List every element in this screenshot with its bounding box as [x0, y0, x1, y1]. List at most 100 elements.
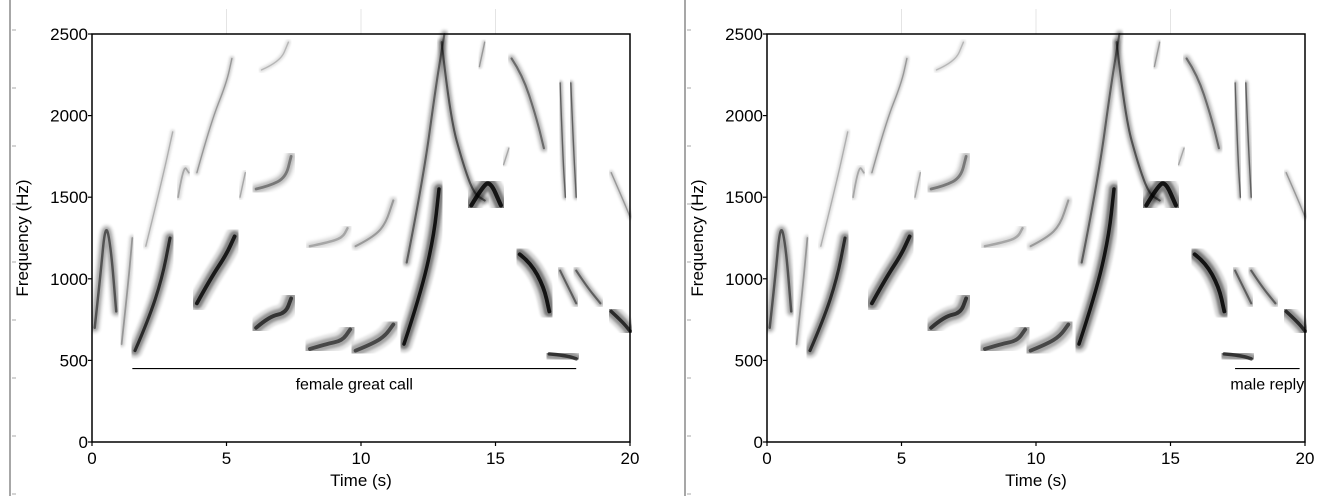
harmonic-trace — [259, 40, 291, 72]
x-tick-label: 10 — [1027, 449, 1046, 468]
harmonic-trace — [927, 152, 971, 193]
harmonic-trace — [1233, 81, 1243, 200]
harmonic-trace — [1248, 267, 1279, 307]
harmonic-trace — [1078, 31, 1123, 266]
harmonic-trace — [1232, 267, 1255, 307]
harmonic-trace-core — [405, 32, 446, 264]
harmonic-trace — [119, 235, 135, 347]
harmonic-trace-core — [575, 269, 602, 305]
harmonic-trace-core — [929, 296, 969, 330]
y-tick-label: 1500 — [50, 188, 88, 207]
x-tick-label: 15 — [486, 449, 505, 468]
harmonic-trace — [981, 224, 1026, 250]
harmonic-trace-core — [935, 41, 965, 71]
harmonic-trace — [352, 197, 397, 250]
harmonic-trace-core — [1185, 57, 1220, 150]
harmonic-trace-core — [133, 236, 172, 353]
y-tick-label: 500 — [735, 351, 763, 370]
harmonic-trace-core — [1234, 269, 1253, 305]
harmonic-trace-core — [609, 309, 632, 333]
harmonic-trace-core — [1245, 82, 1252, 198]
harmonic-trace — [869, 56, 909, 175]
harmonic-trace-core — [254, 296, 294, 330]
harmonic-trace-core — [307, 327, 353, 351]
harmonic-trace-core — [260, 41, 290, 71]
harmonic-trace-core — [610, 172, 631, 218]
harmonic-trace-core — [196, 57, 233, 174]
harmonic-trace — [558, 81, 568, 200]
harmonic-trace-core — [808, 236, 847, 353]
harmonic-trace-core — [559, 82, 567, 198]
harmonic-trace-core — [1192, 252, 1227, 314]
harmonic-trace-core — [120, 237, 134, 345]
harmonic-trace-core — [852, 167, 865, 199]
harmonic-trace-core — [1250, 269, 1277, 305]
harmonic-trace-core — [308, 226, 349, 248]
harmonic-trace-core — [478, 41, 486, 68]
harmonic-trace — [1243, 81, 1254, 200]
y-tick-label: 2500 — [50, 25, 88, 44]
annotation-label: male reply — [1230, 377, 1304, 394]
harmonic-trace-core — [1234, 82, 1242, 198]
harmonic-trace-core — [929, 155, 968, 191]
harmonic-trace-core — [402, 187, 441, 346]
x-tick-label: 5 — [222, 449, 231, 468]
x-tick-label: 0 — [762, 449, 771, 468]
harmonic-trace — [238, 170, 248, 200]
harmonic-trace-core — [469, 181, 503, 208]
x-tick-label: 20 — [1296, 449, 1315, 468]
harmonic-trace-core — [354, 199, 395, 248]
y-tick-label: 1000 — [725, 270, 763, 289]
harmonic-trace-core — [871, 57, 908, 174]
y-tick-label: 1500 — [725, 188, 763, 207]
x-axis-label: Time (s) — [330, 471, 392, 490]
harmonic-trace-core — [510, 57, 545, 150]
harmonic-trace — [913, 170, 923, 200]
x-tick-label: 15 — [1161, 449, 1180, 468]
harmonic-trace — [573, 267, 604, 307]
harmonic-trace-core — [1177, 147, 1185, 166]
harmonic-trace — [252, 152, 296, 193]
harmonic-trace-core — [1222, 352, 1253, 361]
y-tick-label: 2000 — [725, 107, 763, 126]
y-tick-label: 2500 — [725, 25, 763, 44]
harmonic-trace — [143, 129, 175, 249]
harmonic-trace — [1183, 55, 1222, 152]
harmonic-trace — [818, 129, 850, 249]
harmonic-trace-core — [869, 234, 912, 306]
x-tick-label: 10 — [352, 449, 371, 468]
harmonic-trace-core — [547, 352, 578, 361]
harmonic-trace-core — [239, 172, 246, 198]
harmonic-trace-core — [353, 322, 396, 353]
harmonic-trace-core — [93, 229, 118, 330]
harmonic-trace — [794, 235, 810, 347]
harmonic-trace — [477, 40, 487, 69]
y-tick-label: 2000 — [50, 107, 88, 126]
harmonic-trace-core — [983, 226, 1024, 248]
harmonic-trace-core — [517, 252, 552, 314]
harmonic-trace-core — [1028, 322, 1071, 353]
y-axis-label: Frequency (Hz) — [688, 179, 707, 296]
x-axis-label: Time (s) — [1005, 471, 1067, 490]
y-tick-label: 1000 — [50, 270, 88, 289]
harmonic-trace — [934, 40, 966, 72]
harmonic-trace — [850, 165, 867, 200]
harmonic-trace — [1176, 146, 1186, 167]
harmonic-trace — [403, 31, 448, 266]
harmonic-trace-core — [254, 155, 293, 191]
harmonic-trace-core — [1285, 172, 1306, 218]
harmonic-trace — [1027, 197, 1072, 250]
harmonic-trace — [175, 165, 192, 200]
harmonic-trace — [508, 55, 547, 152]
harmonic-trace — [568, 81, 579, 200]
harmonic-trace — [1152, 40, 1162, 69]
x-tick-label: 0 — [87, 449, 96, 468]
harmonic-trace-core — [1284, 309, 1307, 333]
harmonic-trace-core — [1144, 181, 1178, 208]
spectrogram-traces — [88, 28, 639, 368]
harmonic-trace-core — [820, 131, 849, 247]
harmonic-trace — [194, 56, 234, 175]
spectrogram-panel-2: male reply 0 500 1000 1500 2000 2500 0 5 10 15 20 Ti… — [684, 0, 1315, 496]
